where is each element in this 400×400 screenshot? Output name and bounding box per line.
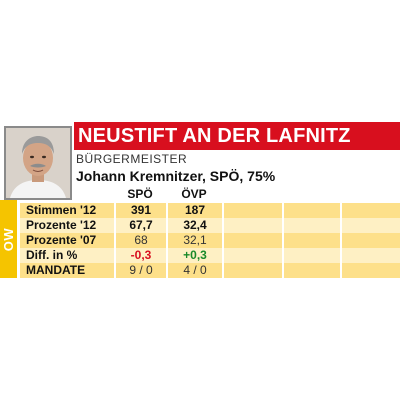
spo-value: 67,7 <box>114 218 166 233</box>
mayor-role-label: BÜRGERMEISTER <box>76 152 188 166</box>
empty-cell <box>282 218 340 233</box>
ovp-value: 187 <box>166 203 222 218</box>
spo-value: 68 <box>114 233 166 248</box>
ovp-value: 4 / 0 <box>166 263 222 278</box>
table-row: Diff. in % -0,3 +0,3 <box>20 248 400 263</box>
empty-cell <box>282 203 340 218</box>
empty-cell <box>222 263 282 278</box>
column-header-empty <box>340 186 400 202</box>
mayor-photo <box>4 126 72 200</box>
spo-value: 391 <box>114 203 166 218</box>
row-label: Prozente '12 <box>26 218 97 232</box>
mayor-name: Johann Kremnitzer, SPÖ, 75% <box>76 168 276 184</box>
portrait-image <box>6 128 70 198</box>
table-row: Prozente '07 68 32,1 <box>20 233 400 248</box>
empty-cell <box>282 263 340 278</box>
empty-cell <box>222 203 282 218</box>
empty-cell <box>282 233 340 248</box>
election-result-card: NEUSTIFT AN DER LAFNITZ BÜRGERMEISTER Jo… <box>0 122 400 278</box>
row-label: MANDATE <box>26 263 86 277</box>
results-table: SPÖ ÖVP Stimmen '12 391 187 Prozente '12… <box>20 186 400 278</box>
column-header-empty <box>282 186 340 202</box>
header-label-spacer <box>20 186 114 202</box>
table-header: SPÖ ÖVP <box>20 186 400 202</box>
row-label: Diff. in % <box>26 248 78 262</box>
empty-cell <box>340 248 400 263</box>
ovp-value: 32,4 <box>166 218 222 233</box>
table-row: Prozente '12 67,7 32,4 <box>20 218 400 233</box>
municipality-title: NEUSTIFT AN DER LAFNITZ <box>74 122 400 150</box>
empty-cell <box>340 233 400 248</box>
spo-value: 9 / 0 <box>114 263 166 278</box>
row-label: Stimmen '12 <box>26 203 97 217</box>
column-header-empty <box>222 186 282 202</box>
empty-cell <box>340 263 400 278</box>
district-side-label: OW <box>0 200 17 278</box>
empty-cell <box>282 248 340 263</box>
row-label: Prozente '07 <box>26 233 97 247</box>
column-header-spo: SPÖ <box>127 187 153 201</box>
table-row: MANDATE 9 / 0 4 / 0 <box>20 263 400 278</box>
empty-cell <box>222 248 282 263</box>
ovp-value: 32,1 <box>166 233 222 248</box>
empty-cell <box>222 233 282 248</box>
table-row: Stimmen '12 391 187 <box>20 203 400 218</box>
empty-cell <box>340 203 400 218</box>
district-code: OW <box>1 227 17 251</box>
spo-value: -0,3 <box>114 248 166 263</box>
empty-cell <box>222 218 282 233</box>
empty-cell <box>340 218 400 233</box>
column-header-ovp: ÖVP <box>181 187 207 201</box>
ovp-value: +0,3 <box>166 248 222 263</box>
